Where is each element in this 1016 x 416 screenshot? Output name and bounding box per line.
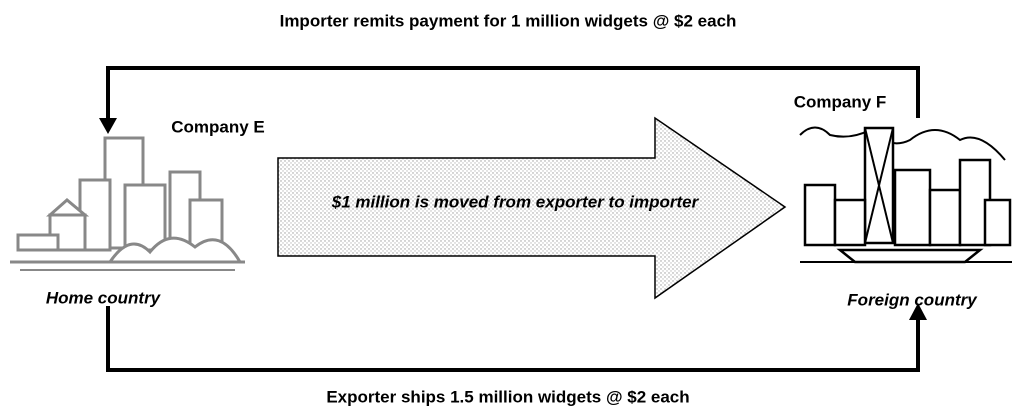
home-city-illustration [10, 138, 245, 270]
node-caption: Foreign country [847, 290, 978, 309]
bottom-flow-label: Exporter ships 1.5 million widgets @ $2 … [326, 387, 689, 406]
node-caption: Home country [46, 288, 162, 307]
top-flow-label: Importer remits payment for 1 million wi… [280, 11, 737, 30]
arrowhead [99, 118, 117, 134]
shipment-flow-line [108, 306, 918, 370]
diagram: Importer remits payment for 1 million wi… [0, 0, 1016, 416]
arrow-label: $1 million is moved from exporter to imp… [331, 192, 700, 211]
node-label: Company F [794, 92, 887, 111]
node-label: Company E [171, 117, 265, 136]
foreign-city-illustration [800, 128, 1012, 263]
